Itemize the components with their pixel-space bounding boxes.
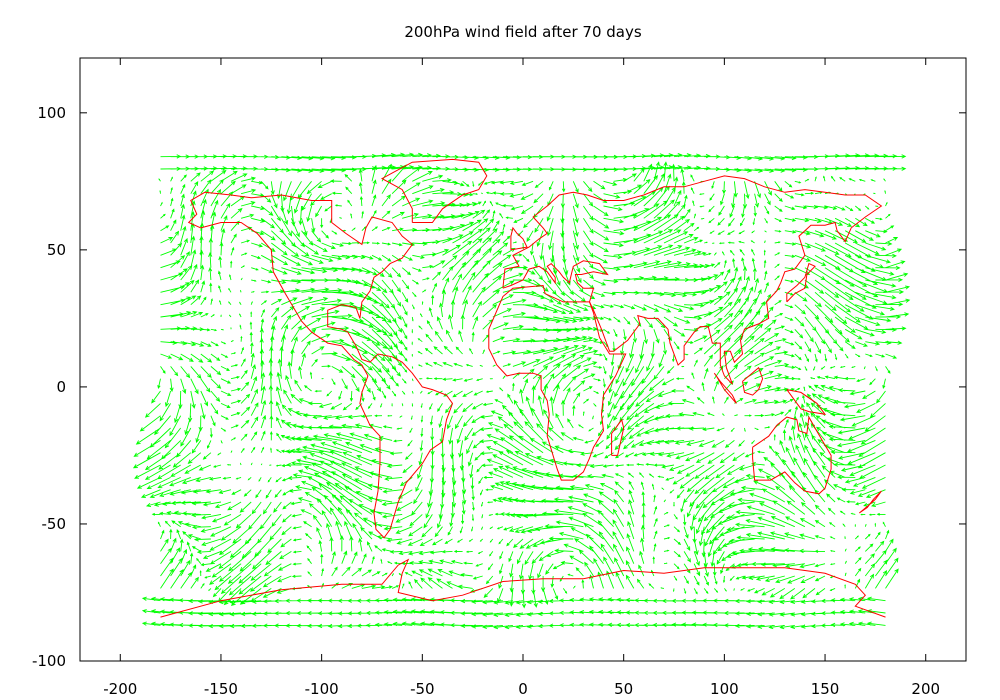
y-tick-label: -100 (32, 652, 66, 670)
y-tick-label: 50 (47, 241, 66, 259)
wind-vectors (132, 152, 911, 630)
coastline-segment (502, 175, 883, 385)
coastline-segment (611, 418, 625, 456)
x-axis: -200 -150 -100 -50 0 50 100 150 200 (103, 58, 940, 698)
coastline-segment (187, 191, 454, 539)
x-tick-label: 100 (710, 680, 739, 698)
coastline-segment (858, 490, 882, 514)
x-tick-label: -200 (103, 680, 137, 698)
coastline-segment (510, 226, 528, 251)
coastline-segment (786, 389, 827, 415)
coastline-segment (786, 262, 816, 303)
coastline-segment (488, 284, 627, 481)
y-tick-label: 100 (37, 104, 66, 122)
coastline-segment (742, 366, 764, 396)
x-tick-label: 150 (811, 680, 840, 698)
x-tick-label: -150 (204, 680, 238, 698)
y-tick-label: 0 (56, 378, 66, 396)
x-tick-label: -100 (305, 680, 339, 698)
plot-frame (79, 57, 967, 662)
coastline-segment (160, 558, 886, 618)
y-tick-label: -50 (42, 515, 67, 533)
coastline-segment (752, 415, 832, 495)
x-tick-label: 0 (518, 680, 528, 698)
y-axis: -100 -50 0 50 100 (32, 104, 966, 670)
chart-title: 200hPa wind field after 70 days (404, 23, 642, 41)
coastlines (160, 158, 886, 618)
coastline-segment (713, 372, 737, 404)
coastline-segment (380, 158, 488, 223)
x-tick-label: 50 (614, 680, 633, 698)
x-tick-label: 200 (911, 680, 940, 698)
wind-arrows (132, 152, 911, 630)
x-tick-label: -50 (410, 680, 435, 698)
